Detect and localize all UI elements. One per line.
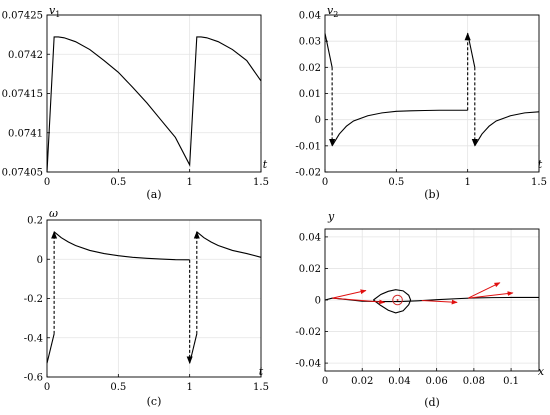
series-line [474,111,540,147]
y-axis-label-subscript: 2 [333,10,338,19]
series-line [46,36,262,173]
y-tick-label: -0.01 [295,141,321,152]
x-tick-label: 0.5 [110,177,126,188]
x-axis-label: t [259,365,264,378]
y-tick-label: 0.01 [299,89,321,100]
x-tick-label: 0.02 [351,376,373,387]
y-tick-label: 0.0741 [8,128,43,139]
y-axis-label: ω [49,207,58,220]
x-tick-label: 0.5 [388,177,404,188]
series-line [196,231,262,258]
y-tick-label: -0.02 [295,327,321,338]
y-axis-label: y [327,210,335,223]
series-line [373,289,412,314]
velocity-arrow [332,289,367,299]
y-tick-label: 0.03 [299,37,321,48]
y-tick-label: 0.02 [299,264,321,275]
panel-b: 0 0.5 1 1.5 -0.02 -0.01 0 0.01 0.02 0.03 0.04 t v2 (b… [295,4,547,201]
velocity-arrow [332,297,386,305]
reference-circle [392,294,403,306]
x-axis-label: x [538,365,545,378]
x-tick-label: 0 [322,177,328,188]
panel-caption: (d) [424,396,440,409]
y-tick-label: 0 [315,115,321,126]
panel-caption: (a) [146,188,161,201]
y-axis-label: v2 [327,4,338,19]
series-line [324,33,333,68]
velocity-arrow [468,291,514,299]
velocity-arrow [468,282,501,299]
x-tick-label: 0 [322,376,328,387]
y-tick-label: 0.07405 [2,168,43,179]
panel-c: 0 0.5 1 1.5 -0.6 -0.4 -0.2 0 0.2 t ω (c) [24,207,269,408]
y-tick-label: 0.07425 [2,11,43,22]
x-tick-label: 0 [44,177,50,188]
y-tick-label: -0.4 [24,333,43,344]
x-tick-label: 1.5 [531,177,547,188]
y-tick-label: 0.07415 [2,89,43,100]
x-tick-label: 0 [44,382,50,393]
panel-a: 0 0.5 1 1.5 0.07405 0.0741 0.07415 0.0742 0.0742… [2,4,269,201]
y-tick-label: 0.04 [299,232,321,243]
y-tick-label: -0.04 [295,359,321,370]
series-line [331,109,468,147]
x-axis-label: t [263,158,268,171]
panel-d: 0 0.02 0.04 0.06 0.08 0.1 -0.04 -0.02 0 0.02 0.04 x… [295,210,545,409]
x-tick-label: 0.5 [110,382,126,393]
x-tick-label: 1 [186,177,192,188]
x-tick-label: 0.1 [503,376,519,387]
y-tick-label: 0 [315,296,321,307]
y-tick-label: 0.2 [27,216,43,227]
y-tick-label: -0.2 [24,294,43,305]
y-tick-label: -0.6 [24,373,43,384]
y-tick-label: 0.02 [299,63,321,74]
y-axis-label: v1 [49,4,60,19]
x-tick-label: 1.5 [253,177,269,188]
y-axis-label-subscript: 1 [55,10,60,19]
x-tick-label: 0.04 [388,376,410,387]
y-tick-label: 0 [37,255,43,266]
x-tick-label: 1 [186,382,192,393]
panel-caption: (b) [424,188,440,201]
x-tick-label: 0.06 [426,376,448,387]
x-tick-label: 1 [464,177,470,188]
x-tick-label: 1.5 [253,382,269,393]
series-line [46,333,55,364]
reference-center-dot [396,299,399,301]
series-line [53,231,190,261]
y-tick-label: -0.02 [295,168,321,179]
y-tick-label: 0.0742 [8,50,43,61]
series-line [467,33,476,68]
x-tick-label: 0.08 [463,376,485,387]
panel-caption: (c) [147,395,162,408]
y-tick-label: 0.04 [299,11,321,22]
series-line [189,333,198,364]
velocity-arrow [421,299,458,305]
x-axis-label: t [538,158,543,171]
